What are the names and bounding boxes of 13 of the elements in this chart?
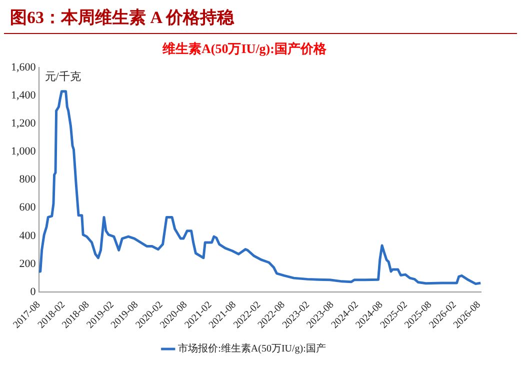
y-tick-label: 1,000 bbox=[11, 146, 36, 158]
chart-subtitle: 维生素A(50万IU/g):国产价格 bbox=[162, 41, 328, 56]
y-tick-label: 400 bbox=[19, 230, 36, 242]
y-tick-label: 1,400 bbox=[11, 90, 36, 102]
y-tick-label: 1,600 bbox=[11, 61, 36, 74]
y-tick-label: 600 bbox=[19, 202, 36, 214]
y-tick-label: 0 bbox=[30, 286, 36, 298]
y-tick-label: 1,200 bbox=[11, 118, 36, 130]
chart-title: 图63：本周维生素 A 价格持稳 bbox=[4, 0, 517, 34]
y-axis-title: 元/千克 bbox=[44, 70, 81, 83]
y-tick-label: 800 bbox=[19, 174, 36, 186]
y-tick-label: 200 bbox=[19, 258, 36, 270]
legend-label: 市场报价:维生素A(50万IU/g):国产 bbox=[178, 342, 326, 355]
